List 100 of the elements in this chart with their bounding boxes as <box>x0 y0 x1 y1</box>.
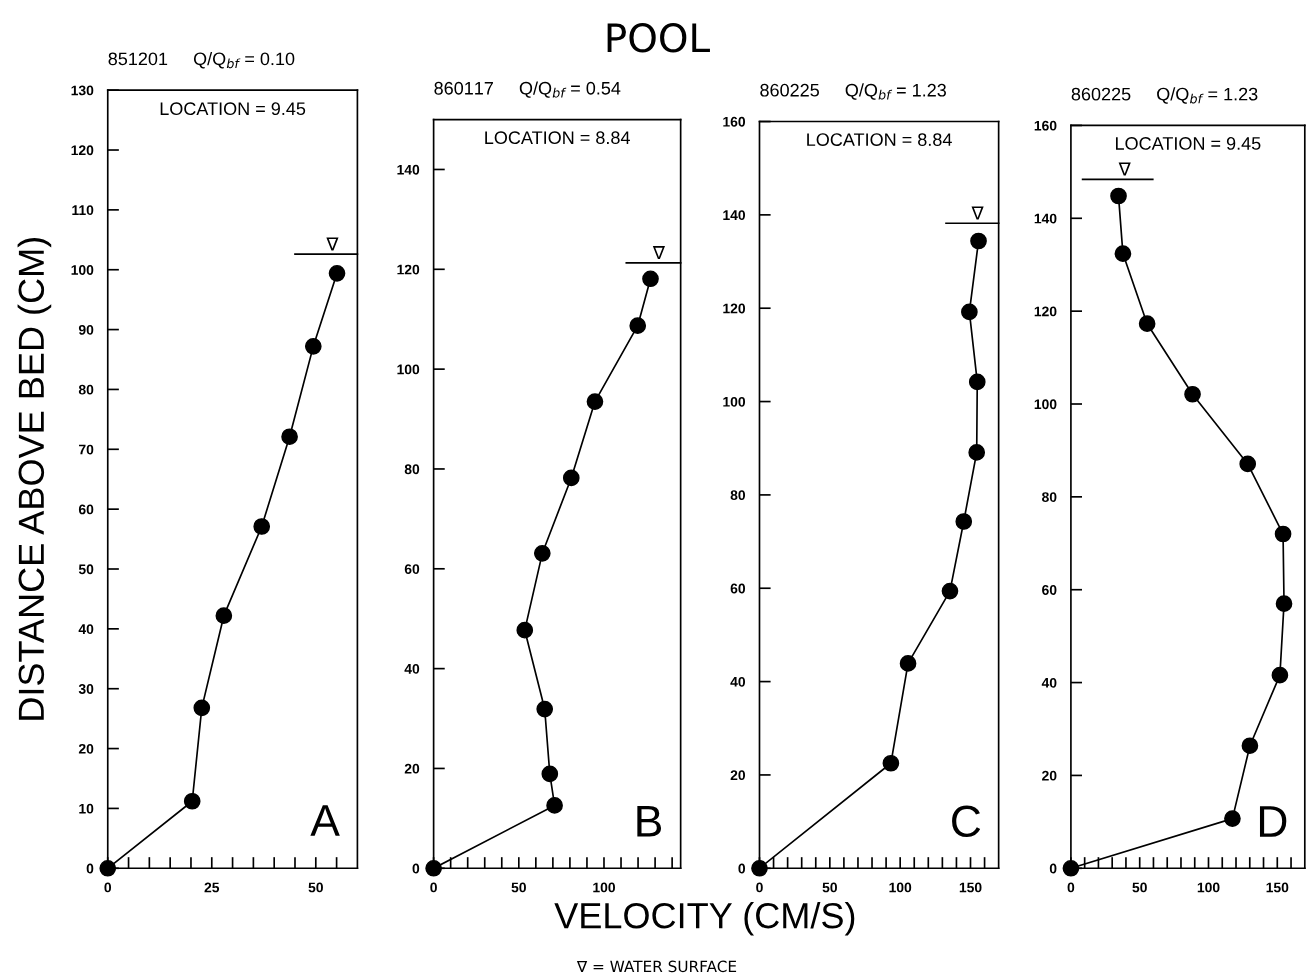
point <box>970 232 987 250</box>
x-tick-label: 150 <box>1266 882 1289 893</box>
y-tick-label: 120 <box>397 264 420 275</box>
point <box>193 699 211 717</box>
chart-title: 860225 Q/Q$_{bf}$ = 1.23 <box>1071 87 1258 104</box>
point <box>304 338 322 355</box>
point <box>968 444 986 461</box>
y-tick-label: 160 <box>723 116 746 127</box>
y-tick-label: 100 <box>71 265 94 275</box>
y-tick-label: 10 <box>79 803 94 814</box>
point <box>882 754 900 772</box>
point <box>215 607 233 625</box>
y-tick-label: 60 <box>1042 585 1057 595</box>
x-tick-label: 100 <box>889 882 912 893</box>
ref-line-label: ∇ <box>1118 162 1131 176</box>
x-tick-label: 150 <box>959 882 982 893</box>
y-tick-label: 100 <box>397 364 420 375</box>
ref-line-label: ∇ <box>652 246 666 260</box>
y-tick-label: 0 <box>738 863 746 874</box>
point <box>541 765 559 783</box>
point <box>1184 385 1201 403</box>
point <box>968 373 986 391</box>
y-tick-label: 120 <box>1034 306 1057 317</box>
chart-title: 860225 Q/Q$_{bf}$ = 1.23 <box>760 83 946 100</box>
y-tick-label: 100 <box>723 396 746 407</box>
text: ∇ = WATER SURFACE <box>576 960 737 973</box>
point <box>629 317 647 335</box>
y-tick-label: 120 <box>723 303 746 314</box>
y-tick-label: 70 <box>79 444 94 455</box>
point <box>961 303 978 321</box>
point <box>1271 666 1289 684</box>
point <box>1274 525 1292 543</box>
annotation: LOCATION = 8.84 <box>807 133 952 146</box>
x-axis-title: VELOCITY (CM/S) <box>554 901 855 936</box>
point <box>281 428 298 446</box>
ref-line-label: ∇ <box>326 237 339 251</box>
point <box>1239 455 1257 473</box>
annotation: LOCATION = 9.45 <box>1116 137 1261 150</box>
point <box>1138 315 1156 333</box>
y-tick-label: 130 <box>71 85 94 96</box>
point <box>955 513 973 530</box>
point <box>899 655 917 672</box>
point <box>516 621 534 639</box>
point <box>642 270 659 288</box>
point <box>1275 595 1293 612</box>
annotation: LOCATION = 9.45 <box>160 102 306 116</box>
y-tick-label: 90 <box>78 324 94 335</box>
y-tick-label: 120 <box>71 145 94 156</box>
point <box>533 544 551 562</box>
annotation: LOCATION = 8.84 <box>485 131 630 145</box>
y-tick-label: 60 <box>78 504 94 515</box>
y-tick-label: 0 <box>86 863 94 874</box>
y-tick-label: 40 <box>1041 677 1057 688</box>
y-tick-label: 50 <box>78 564 94 575</box>
annotation: A <box>310 805 340 836</box>
y-tick-label: 100 <box>1034 399 1057 410</box>
y-tick-label: 140 <box>1034 213 1057 224</box>
y-tick-label: 40 <box>730 676 746 687</box>
y-tick-label: 20 <box>404 763 420 774</box>
point <box>546 797 563 814</box>
y-tick-label: 20 <box>1042 770 1057 781</box>
annotation: C <box>952 805 981 838</box>
point <box>253 518 271 535</box>
y-tick-label: 40 <box>404 663 420 674</box>
x-tick-label: 100 <box>593 882 616 893</box>
y-tick-label: 110 <box>72 205 94 216</box>
chart-title: 851201 Q/Q$_{bf}$ = 0.10 <box>108 51 295 69</box>
y-axis-title: DISTANCE ABOVE BED (CM) <box>17 238 52 720</box>
point <box>536 700 554 718</box>
y-tick-label: 60 <box>404 564 420 574</box>
y-tick-label: 80 <box>730 490 746 501</box>
x-tick-label: 50 <box>511 882 526 893</box>
x-tick-label: 0 <box>1067 882 1075 893</box>
point <box>941 582 959 600</box>
y-tick-label: 80 <box>404 464 420 475</box>
point <box>1224 810 1241 827</box>
y-tick-label: 80 <box>1042 492 1057 503</box>
annotation: D <box>1259 806 1287 837</box>
point <box>1241 737 1259 755</box>
x-tick-label: 25 <box>204 882 220 893</box>
x-tick-label: 0 <box>756 882 763 893</box>
point <box>586 393 604 410</box>
ref-line-label: ∇ <box>971 206 984 220</box>
y-tick-label: 0 <box>412 863 420 874</box>
x-tick-label: 50 <box>822 882 837 893</box>
y-tick-label: 140 <box>397 164 420 175</box>
x-tick-label: 100 <box>1197 882 1220 893</box>
y-tick-label: 0 <box>1049 863 1057 874</box>
y-tick-label: 30 <box>78 684 94 694</box>
y-tick-label: 20 <box>78 743 94 754</box>
x-tick-label: 50 <box>308 882 323 893</box>
text: POOL <box>607 23 710 53</box>
point <box>183 792 201 810</box>
chart-title: 860117 Q/Q$_{bf}$ = 0.54 <box>434 81 621 98</box>
x-tick-label: 50 <box>1132 882 1147 893</box>
x-tick-label: 0 <box>104 882 112 893</box>
y-tick-label: 40 <box>78 624 94 635</box>
y-tick-label: 60 <box>730 583 746 594</box>
y-tick-label: 160 <box>1034 120 1057 131</box>
annotation: B <box>637 806 662 837</box>
